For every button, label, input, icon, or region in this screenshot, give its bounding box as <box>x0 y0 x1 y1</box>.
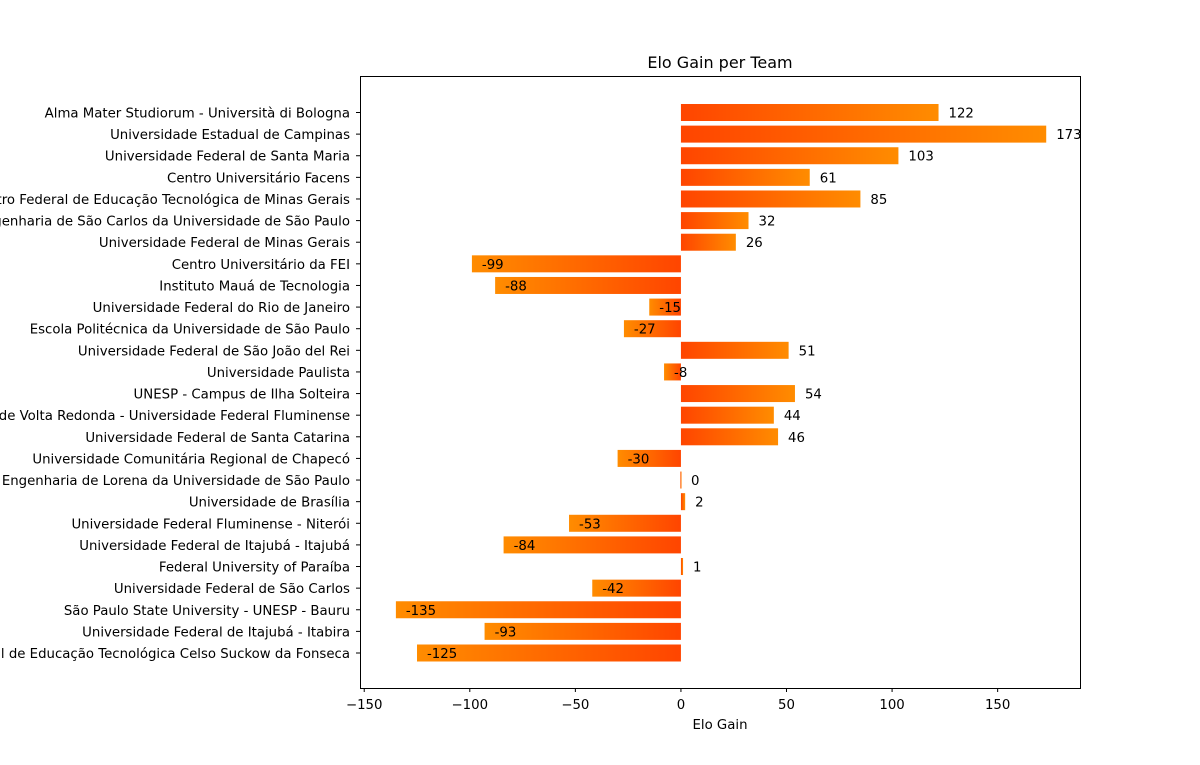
y-tick-label: Universidade Federal de Santa Catarina <box>85 431 350 446</box>
bar-value-label: 122 <box>949 107 974 122</box>
bar-value-label: -135 <box>406 604 436 619</box>
y-tick-label: Universidade Federal de São Carlos <box>114 582 350 597</box>
x-tick-label: 100 <box>879 698 904 713</box>
x-tick-label: 150 <box>985 698 1010 713</box>
bar-value-label: -42 <box>602 582 624 597</box>
bar <box>417 644 681 662</box>
y-tick-label: Universidade de Brasília <box>189 495 350 511</box>
y-tick-label: Escola de Engenharia de São Carlos da Un… <box>0 215 350 230</box>
y-tick-label: Universidade Federal de Santa Maria <box>105 150 350 165</box>
y-tick-label: Instituto Mauá de Tecnologia <box>159 278 350 294</box>
x-tick-label: −50 <box>561 698 589 713</box>
bar-value-label: -93 <box>495 625 517 640</box>
bar <box>592 579 681 597</box>
x-tick-label: −150 <box>346 698 383 713</box>
y-tick-label: Escola Politécnica da Universidade de Sã… <box>30 322 350 338</box>
bar-value-label: 32 <box>759 215 776 230</box>
y-tick-label: Centro Federal de Educação Tecnológica C… <box>0 646 350 662</box>
bar <box>680 147 899 165</box>
y-tick-label: Universidade Comunitária Regional de Cha… <box>32 451 350 467</box>
bar <box>503 536 681 554</box>
bar <box>649 298 681 316</box>
y-tick-label: Universidade Federal de São João del Rei <box>78 344 350 359</box>
bar <box>484 622 681 640</box>
bar-value-label: -15 <box>659 301 681 316</box>
y-tick-label: São Paulo State University - UNESP - Bau… <box>64 604 350 619</box>
plot-area-frame <box>360 76 1081 689</box>
bar-value-label: 103 <box>908 150 933 165</box>
bar <box>680 406 774 424</box>
bar-value-label: -88 <box>505 279 527 294</box>
bar <box>680 385 795 403</box>
category-labels: Alma Mater Studiorum - Università di Bol… <box>0 106 360 662</box>
bar-value-label: 85 <box>870 193 887 208</box>
bar <box>623 320 681 338</box>
bar-value-labels: 122 173 103 61 85 32 26 -99-88 -15-27 51 -8 54 44 46 -… <box>406 107 1082 663</box>
bar-value-label: 26 <box>746 236 763 251</box>
y-tick-label: Universidade Federal do Rio de Janeiro <box>93 301 350 316</box>
bar-value-label: 51 <box>799 344 816 359</box>
y-tick-label: Alma Mater Studiorum - Università di Bol… <box>45 106 350 122</box>
x-axis-ticks: −150 −100 −50 0 50 100 150 <box>346 688 1010 713</box>
bar-value-label: -99 <box>482 258 504 273</box>
bar <box>680 168 810 186</box>
y-tick-label: Universidade Federal de Minas Gerais <box>99 236 350 251</box>
bar <box>680 341 789 359</box>
bar-value-label: 44 <box>784 409 801 424</box>
bar <box>395 601 681 619</box>
bar-value-label: -8 <box>674 366 687 381</box>
x-tick-label: −100 <box>452 698 489 713</box>
bar <box>471 255 681 273</box>
bar <box>680 212 749 230</box>
y-tick-label: Federal University of Paraíba <box>159 560 350 576</box>
y-tick-label: UNESP - Campus de Ilha Solteira <box>134 388 350 403</box>
y-tick-label: Universidade Federal Fluminense - Niteró… <box>71 516 350 532</box>
y-tick-label: Universidade Paulista <box>207 366 350 381</box>
bar-value-label: -84 <box>514 539 536 554</box>
bar <box>495 276 681 294</box>
bar <box>617 449 681 467</box>
bar <box>680 233 736 251</box>
bar <box>680 190 861 208</box>
bar <box>680 558 684 576</box>
bar-value-label: -27 <box>634 323 656 338</box>
y-tick-label: Escola de Engenharia Industrial Metalúrg… <box>0 408 350 424</box>
bar-value-label: 61 <box>820 171 837 186</box>
y-tick-label: Universidade Federal de Itajubá - Itajub… <box>79 538 350 554</box>
y-tick-label: Centro Federal de Educação Tecnológica d… <box>0 192 350 208</box>
x-tick-label: 0 <box>677 698 685 713</box>
bar-value-label: -125 <box>427 647 457 662</box>
y-tick-label: Universidade Federal de Itajubá - Itabir… <box>82 624 350 640</box>
bar-value-label: 46 <box>788 431 805 446</box>
x-axis-label: Elo Gain <box>692 718 747 733</box>
bar <box>680 493 686 511</box>
y-tick-label: Universidade Estadual de Campinas <box>110 128 350 143</box>
y-tick-label: Centro Universitário Facens <box>167 170 350 186</box>
bar-value-label: 2 <box>695 496 703 511</box>
bar-value-label: 54 <box>805 388 822 403</box>
bar <box>680 125 1047 143</box>
bar-value-label: 0 <box>691 474 699 489</box>
chart-title: Elo Gain per Team <box>647 53 792 72</box>
bar <box>569 514 681 532</box>
bar <box>680 428 779 446</box>
bar-value-label: -30 <box>628 452 650 467</box>
bar-value-label: 1 <box>693 561 701 576</box>
y-tick-label: Escola de Engenharia de Lorena da Univer… <box>0 474 350 489</box>
x-tick-label: 50 <box>778 698 795 713</box>
bar <box>680 471 682 489</box>
bar <box>664 363 681 381</box>
bar-value-label: 173 <box>1056 128 1081 143</box>
y-tick-label: Centro Universitário da FEI <box>172 257 350 273</box>
bars-layer <box>395 104 1047 662</box>
bar-value-label: -53 <box>579 517 601 532</box>
bar <box>680 104 939 121</box>
